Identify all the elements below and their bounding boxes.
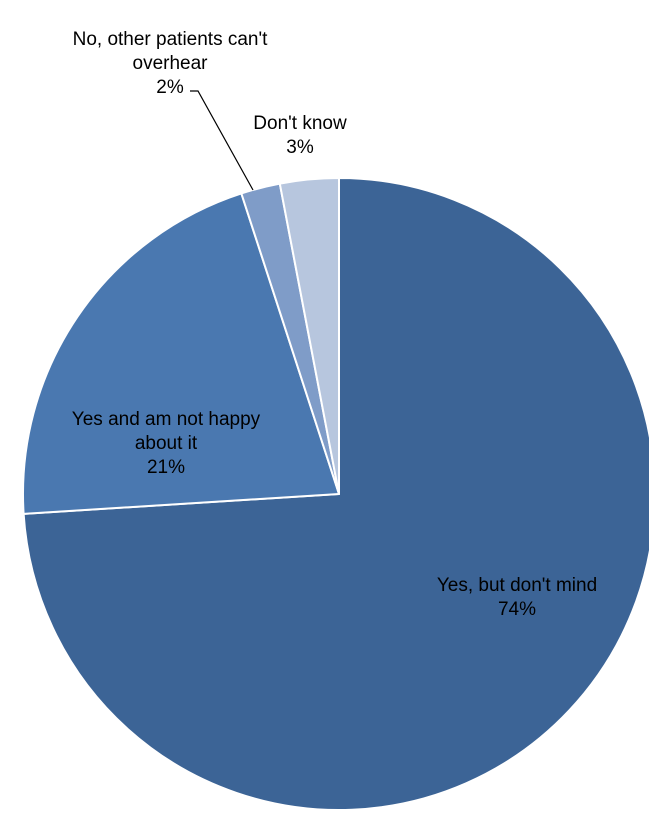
pie-labels: Yes, but don't mind 74% Yes and am not hap… [72,29,597,620]
slice-label-1: Yes, but don't mind 74% [437,575,597,620]
slice-value-label: 21% [147,457,185,478]
slice-name-label: Yes, but don't mind [437,575,597,596]
slice-name-label: Yes and am not happy [72,409,261,430]
pie-slices [22,177,649,811]
pie-slice-2 [22,192,340,515]
slice-label-2: Yes and am not happy about it 21% [72,409,261,478]
slice-name-label: overhear [133,53,209,74]
slice-value-label: 3% [286,137,314,158]
pie-slice-4 [278,177,340,495]
slice-value-label: 2% [156,77,184,98]
slice-name-label: about it [135,433,198,454]
slice-value-label: 74% [498,599,536,620]
slice-label-4: Don't know 3% [253,113,347,158]
pie-slice-1 [22,177,649,811]
slice-name-label: No, other patients can't [73,29,269,50]
slice-label-3: No, other patients can't overhear 2% [73,29,269,98]
slice-name-label: Don't know [253,113,347,134]
leader-line-3 [190,90,254,191]
